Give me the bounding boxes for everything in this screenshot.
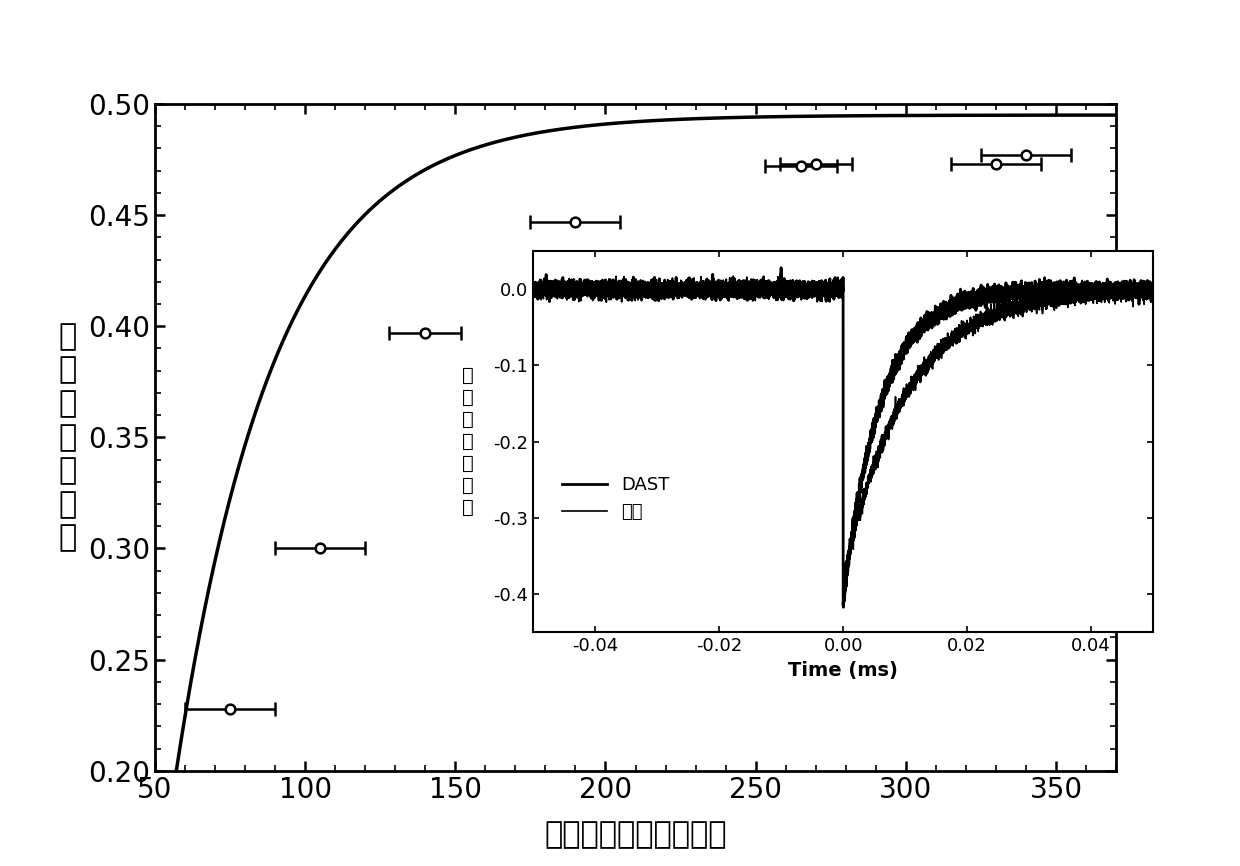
DAST xyxy=(526,282,541,293)
Line: 样品: 样品 xyxy=(533,276,1153,581)
样品 xyxy=(526,287,541,297)
Y-axis label: 倍
频
强
度
（
伏
）: 倍 频 强 度 （ 伏 ） xyxy=(58,322,77,553)
X-axis label: Time (ms): Time (ms) xyxy=(789,661,898,680)
样品 xyxy=(552,284,567,294)
Y-axis label: 倍
频
强
度
（
伏
）: 倍 频 强 度 （ 伏 ） xyxy=(463,366,474,517)
X-axis label: 粉末颗粒尺寸（微米）: 粉末颗粒尺寸（微米） xyxy=(544,820,727,850)
样品 xyxy=(1146,292,1161,302)
DAST xyxy=(828,281,843,292)
样品 xyxy=(528,283,543,294)
DAST xyxy=(563,286,578,296)
样品 xyxy=(836,576,851,586)
样品 xyxy=(647,284,662,294)
样品 xyxy=(563,283,578,294)
DAST xyxy=(1146,281,1161,292)
样品 xyxy=(828,286,843,296)
DAST xyxy=(836,602,851,612)
样品 xyxy=(1114,288,1128,298)
Line: DAST: DAST xyxy=(533,268,1153,607)
样品 xyxy=(725,271,740,281)
DAST xyxy=(1114,278,1128,288)
DAST xyxy=(774,262,789,273)
Legend: DAST, 样品: DAST, 样品 xyxy=(554,469,677,528)
DAST xyxy=(528,287,543,297)
DAST xyxy=(647,284,662,294)
DAST xyxy=(552,283,567,294)
